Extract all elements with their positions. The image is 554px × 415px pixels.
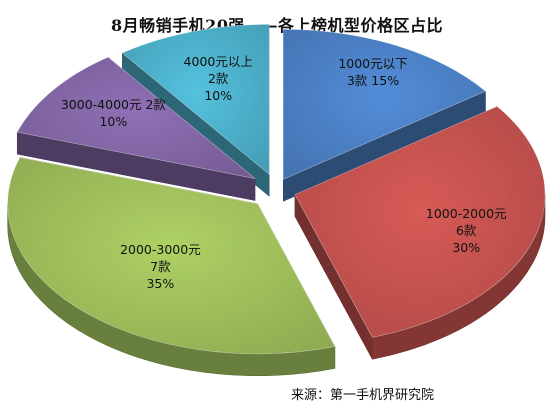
slice-category-text: 1000-2000元 (426, 206, 507, 221)
pie-slice (294, 106, 546, 360)
slice-category-text: 4000元以上 (184, 54, 253, 69)
slice-percent-text: 15% (371, 73, 399, 88)
slice-label: 3000-4000元 2款 10% (61, 97, 167, 129)
slice-count-text: 6款 (456, 223, 477, 238)
slice-percent-text: 30% (452, 240, 480, 255)
slice-count-text: 2款 (145, 97, 166, 112)
slice-count-text: 3款 (347, 73, 368, 88)
pie-slice (282, 29, 487, 202)
pie-slice (7, 157, 336, 377)
slice-count-text: 7款 (150, 259, 171, 274)
slice-label: 4000元以上 2款 10% (184, 54, 253, 103)
chart-title: 8月畅销手机20强——各上榜机型价格区占比 (111, 16, 443, 35)
slice-percent-text: 35% (146, 276, 174, 291)
slice-label: 1000元以下 3款 15% (338, 56, 407, 88)
slice-category-text: 3000-4000元 (61, 97, 142, 112)
slice-category-text: 2000-3000元 (120, 242, 201, 257)
slice-label: 2000-3000元 7款 35% (120, 242, 201, 291)
slice-percent-text: 10% (204, 88, 232, 103)
slice-percent-text: 10% (99, 114, 127, 129)
slice-category-text: 1000元以下 (338, 56, 407, 71)
pie-slice (16, 56, 256, 202)
chart-source: 来源：第一手机界研究院 (290, 388, 434, 403)
slice-count-text: 2款 (208, 71, 229, 86)
slice-label: 1000-2000元 6款 30% (426, 206, 507, 255)
